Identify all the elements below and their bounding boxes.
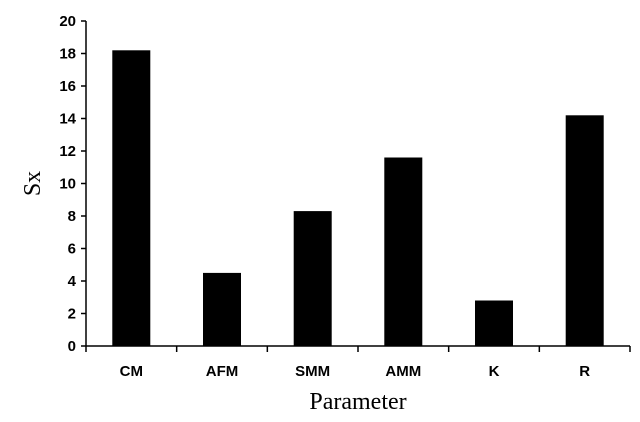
- y-tick-label-14: 14: [59, 111, 76, 128]
- bar-cm: [112, 50, 151, 347]
- bar-r: [565, 115, 604, 347]
- x-tick-label-cm: CM: [120, 363, 143, 380]
- x-tick-label-amm: AMM: [385, 363, 421, 380]
- bars-layer: [112, 50, 604, 347]
- y-tick-label-8: 8: [68, 208, 76, 225]
- axes-layer: 0 2 4 6 8 10 12 14 16 18 20 CM AFM SMM AMM K R: [59, 13, 631, 380]
- y-tick-label-16: 16: [59, 78, 76, 95]
- y-tick-label-2: 2: [68, 306, 76, 323]
- x-tick-label-r: R: [579, 363, 590, 380]
- y-axis-label: Sx: [20, 171, 46, 196]
- y-tick-label-6: 6: [68, 241, 76, 258]
- labels-layer: Sx Parameter: [20, 171, 407, 415]
- x-tick-label-smm: SMM: [295, 363, 330, 380]
- y-tick-label-10: 10: [59, 176, 76, 193]
- y-tick-label-20: 20: [59, 13, 76, 30]
- bar-k: [475, 300, 513, 346]
- y-tick-label-0: 0: [68, 338, 76, 355]
- x-tick-label-afm: AFM: [206, 363, 239, 380]
- x-tick-label-k: K: [489, 363, 500, 380]
- y-tick-label-18: 18: [59, 46, 76, 63]
- bar-afm: [203, 272, 241, 346]
- y-tick-label-4: 4: [68, 273, 77, 290]
- x-axis-label: Parameter: [309, 389, 406, 415]
- bar-amm: [384, 157, 423, 346]
- bar-smm: [293, 211, 332, 346]
- y-tick-label-12: 12: [59, 143, 76, 160]
